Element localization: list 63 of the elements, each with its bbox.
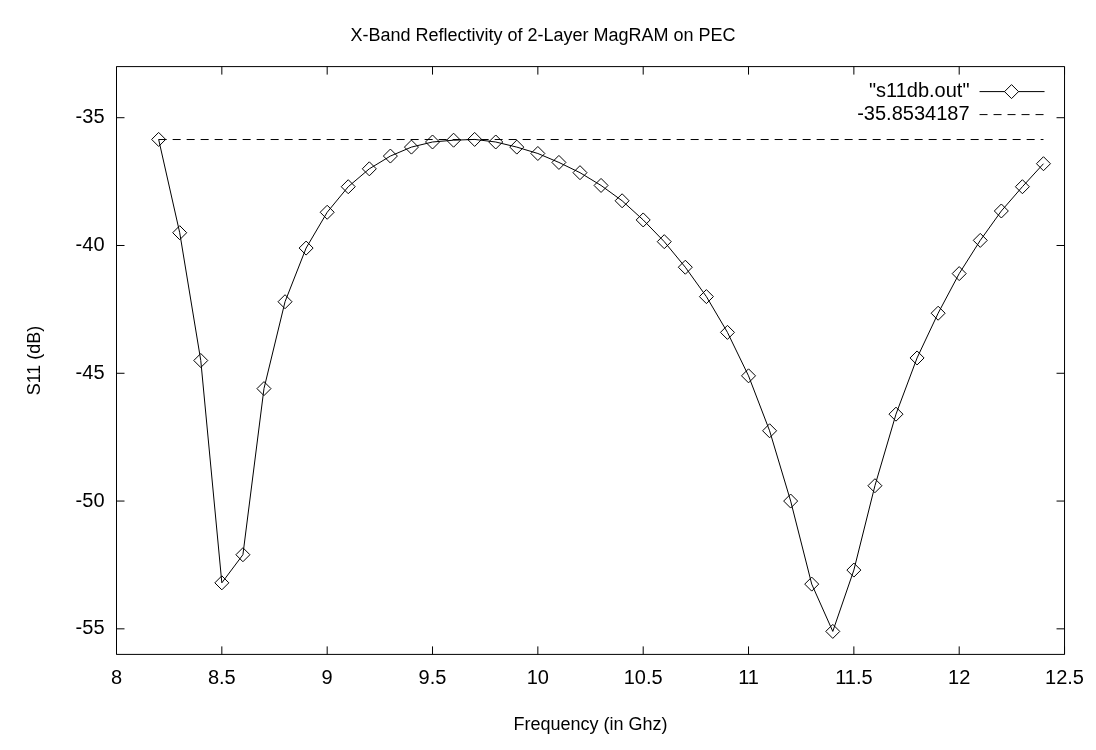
x-tick-label: 10.5 xyxy=(623,665,663,688)
point xyxy=(972,232,988,248)
y-tick-label: -50 xyxy=(75,488,105,511)
point xyxy=(277,294,293,310)
point xyxy=(256,381,272,397)
y-tick-label: -45 xyxy=(75,360,105,383)
point xyxy=(635,212,651,228)
point xyxy=(340,179,356,195)
x-tick-label: 9.5 xyxy=(418,665,447,688)
point xyxy=(804,576,820,592)
x-tick-label: 12.5 xyxy=(1045,665,1085,688)
y-tick-label: -40 xyxy=(75,233,105,256)
point xyxy=(951,266,967,282)
point xyxy=(425,134,441,150)
point xyxy=(846,562,862,578)
point xyxy=(656,234,672,250)
point xyxy=(530,145,546,161)
legend-label: "s11db.out" xyxy=(868,79,970,102)
point xyxy=(1014,179,1030,195)
point xyxy=(467,131,483,147)
x-tick-label: 8.5 xyxy=(207,665,236,688)
point xyxy=(993,203,1009,219)
point xyxy=(572,165,588,181)
y-axis-title: S11 (dB) xyxy=(23,325,44,396)
point xyxy=(909,350,925,366)
point xyxy=(403,139,419,155)
point xyxy=(298,240,314,256)
chart-title: X-Band Reflectivity of 2-Layer MagRAM on PEC xyxy=(350,24,736,45)
point xyxy=(593,177,609,193)
point xyxy=(361,161,377,177)
point xyxy=(551,154,567,170)
x-axis-title: Frequency (in Ghz) xyxy=(513,714,668,735)
point xyxy=(888,406,904,422)
point xyxy=(867,478,883,494)
point xyxy=(719,324,735,340)
y-tick-label: -55 xyxy=(75,616,105,639)
x-tick-label: 12 xyxy=(948,665,971,688)
x-tick-label: 11 xyxy=(738,665,759,688)
point xyxy=(783,493,799,509)
x-tick-label: 10 xyxy=(526,665,549,688)
point xyxy=(151,131,167,147)
point xyxy=(214,575,230,591)
point xyxy=(930,305,946,321)
x-tick-label: 9 xyxy=(321,665,333,688)
point xyxy=(235,547,251,563)
point xyxy=(509,139,525,155)
point xyxy=(319,204,335,220)
point xyxy=(614,193,630,209)
point xyxy=(1035,156,1051,172)
point xyxy=(172,225,188,241)
point xyxy=(193,353,209,368)
point xyxy=(825,623,841,639)
point xyxy=(446,132,462,148)
point xyxy=(698,289,714,305)
point xyxy=(488,134,504,150)
x-tick-label: 11.5 xyxy=(835,665,873,688)
legend-label: -35.8534187 xyxy=(857,102,970,125)
point xyxy=(677,259,693,275)
y-tick-label: -35 xyxy=(75,105,105,128)
point xyxy=(762,423,778,439)
point xyxy=(382,148,398,164)
point xyxy=(741,368,757,384)
x-tick-label: 8 xyxy=(110,665,123,688)
